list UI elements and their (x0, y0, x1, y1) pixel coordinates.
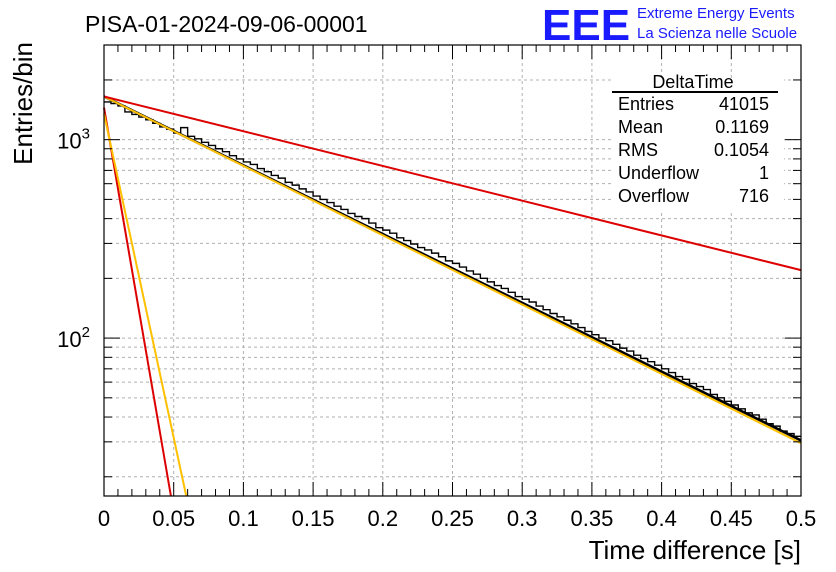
x-tick-label: 0.25 (431, 506, 474, 531)
stats-box: DeltaTime Entries 41015 Mean 0.1169 RMS … (612, 72, 784, 211)
stats-label-rms: RMS (618, 140, 658, 160)
stats-box-title: DeltaTime (652, 72, 733, 92)
fit-line-4 (103, 107, 172, 497)
x-tick-label: 0.2 (368, 506, 399, 531)
histogram-steps (104, 101, 801, 437)
chart-title: PISA-01-2024-09-06-00001 (85, 11, 368, 37)
stats-label-entries: Entries (618, 94, 674, 114)
stats-label-mean: Mean (618, 117, 663, 137)
stats-value-mean: 0.1169 (715, 117, 769, 137)
y-tick-label: 102 (57, 324, 90, 352)
stats-value-underflow: 1 (759, 163, 769, 183)
x-tick-label: 0.15 (292, 506, 335, 531)
fit-line-3 (103, 95, 802, 272)
stats-label-underflow: Underflow (618, 163, 700, 183)
x-tick-label: 0.45 (710, 506, 753, 531)
ticks-layer: 0 0.05 0.1 0.15 0.2 0.25 0.3 0.35 0.4 0.45 0.5 102 1… (57, 44, 817, 531)
fit-line-2 (103, 95, 802, 445)
stats-value-overflow: 716 (739, 186, 769, 206)
x-tick-label: 0.5 (786, 506, 817, 531)
x-axis-title: Time difference [s] (589, 535, 801, 565)
x-tick-label: 0.4 (646, 506, 677, 531)
x-tick-label: 0.05 (152, 506, 195, 531)
x-tick-label: 0 (98, 506, 110, 531)
histogram-layer (104, 101, 801, 437)
x-tick-label: 0.35 (570, 506, 613, 531)
stats-box-background (612, 78, 784, 211)
y-tick-label: 103 (57, 126, 90, 154)
x-tick-label: 0.1 (228, 506, 259, 531)
logo-line-2: La Scienza nelle Scuole (637, 25, 797, 42)
stats-value-entries: 41015 (719, 94, 769, 114)
fit-line-5 (103, 113, 188, 497)
stats-value-rms: 0.1054 (714, 140, 769, 160)
y-axis-title: Entries/bin (8, 42, 38, 165)
stats-label-overflow: Overflow (618, 186, 690, 206)
logo-line-1: Extreme Energy Events (637, 5, 795, 22)
fit-lines-layer (103, 95, 802, 497)
x-tick-label: 0.3 (507, 506, 538, 531)
eee-logo: EEE (542, 1, 630, 50)
